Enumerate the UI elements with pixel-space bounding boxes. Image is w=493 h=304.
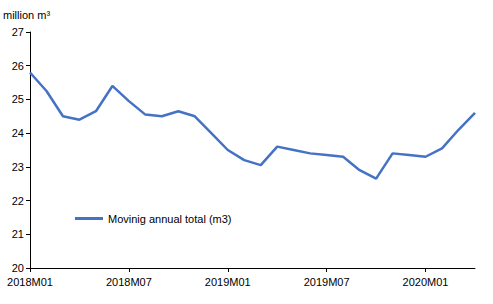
svg-text:26: 26 (12, 60, 24, 72)
svg-text:Movinig annual total (m3): Movinig annual total (m3) (108, 213, 232, 225)
svg-text:20: 20 (12, 262, 24, 274)
svg-text:2019M07: 2019M07 (304, 276, 350, 288)
svg-text:2018M07: 2018M07 (106, 276, 152, 288)
svg-text:million m³: million m³ (3, 9, 50, 21)
svg-text:2018M01: 2018M01 (7, 276, 53, 288)
svg-text:21: 21 (12, 228, 24, 240)
svg-text:2020M01: 2020M01 (403, 276, 449, 288)
svg-text:27: 27 (12, 26, 24, 38)
svg-text:2019M01: 2019M01 (205, 276, 251, 288)
svg-text:24: 24 (12, 127, 24, 139)
svg-text:22: 22 (12, 195, 24, 207)
svg-text:25: 25 (12, 93, 24, 105)
svg-text:23: 23 (12, 161, 24, 173)
